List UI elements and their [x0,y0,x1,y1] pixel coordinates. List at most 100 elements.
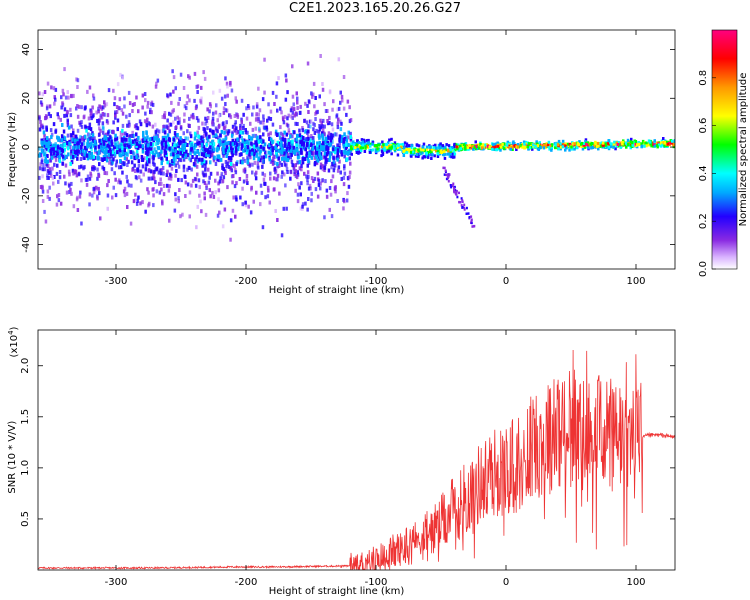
heatmap-cell [347,143,350,147]
colorbar-gradient [712,30,737,269]
heatmap-cell [103,150,106,155]
heatmap-cell [465,206,468,210]
heatmap-cell [92,113,95,118]
heatmap-cell [301,202,305,207]
heatmap-cell [322,131,326,136]
heatmap-cell [610,142,613,146]
heatmap-cell [76,208,80,212]
heatmap-cell [46,81,50,86]
heatmap-cell [212,122,215,127]
heatmap-cell [199,98,202,103]
heatmap-cell [318,127,322,132]
heatmap-cell [169,92,172,97]
heatmap-cell [283,130,286,135]
heatmap-cell [670,141,673,145]
heatmap-cell [508,146,511,149]
heatmap-cell [300,181,303,186]
heatmap-cell [185,101,189,106]
heatmap-cell [261,164,264,169]
heatmap-cell [225,81,229,86]
heatmap-cell [328,115,331,120]
heatmap-cell [179,158,183,163]
heatmap-cell [76,104,79,108]
heatmap-cell [282,206,285,211]
heatmap-cell [286,170,289,174]
heatmap-cell [197,125,201,130]
heatmap-cell [48,196,51,201]
heatmap-cell [200,96,203,101]
heatmap-cell [42,130,46,135]
heatmap-cell [313,123,316,127]
heatmap-cell [164,140,167,145]
heatmap-cell [252,199,255,204]
heatmap-cell [287,139,290,144]
heatmap-cell [204,172,207,177]
heatmap-cell [255,112,258,117]
heatmap-cell [78,194,82,199]
heatmap-cell [72,145,75,150]
heatmap-cell [62,129,66,134]
heatmap-cell [329,136,333,141]
heatmap-cell [287,141,291,146]
heatmap-cell [104,149,108,154]
heatmap-cell [278,191,281,196]
heatmap-cell [217,124,221,129]
heatmap-cell [101,142,104,146]
heatmap-cell [296,150,300,155]
heatmap-cell [186,152,189,157]
heatmap-cell [243,141,246,146]
heatmap-cell [158,190,162,195]
heatmap-cell [339,100,342,105]
heatmap-cell [53,101,56,106]
heatmap-cell [669,139,672,143]
heatmap-cell [536,142,539,146]
heatmap-cell [240,143,244,148]
heatmap-cell [357,141,361,145]
heatmap-cell [223,207,227,212]
heatmap-cell [340,121,343,126]
heatmap-cell [80,145,83,149]
x-tick-label: -200 [235,577,258,588]
heatmap-cell [287,113,290,118]
heatmap-cell [222,110,226,115]
heatmap-cell [116,140,119,145]
heatmap-cell [439,145,443,149]
heatmap-cell [470,219,473,223]
heatmap-cell [310,191,313,196]
heatmap-cell [81,155,85,160]
heatmap-cell [179,214,182,219]
heatmap-cell [338,141,341,146]
heatmap-cell [41,189,45,194]
heatmap-cell [149,141,153,146]
heatmap-cell [298,160,302,165]
heatmap-cell [163,113,166,118]
heatmap-cell [179,72,183,77]
snr-series-group [38,349,675,570]
heatmap-cell [226,93,229,98]
heatmap-cell [172,157,176,162]
heatmap-cell [160,141,164,146]
heatmap-cell [361,140,365,144]
heatmap-cell [240,98,244,103]
heatmap-cell [314,149,318,154]
heatmap-cell [439,142,442,146]
heatmap-cell [264,181,267,186]
heatmap-cell [38,153,41,158]
heatmap-cell [44,116,47,121]
heatmap-cell [325,188,329,193]
heatmap-cell [329,151,332,156]
heatmap-cell [168,162,172,167]
heatmap-cell [576,146,579,150]
heatmap-cell [306,177,309,182]
heatmap-cell [83,106,87,111]
heatmap-cell [127,159,130,164]
heatmap-cell [229,80,232,85]
heatmap-cell [117,105,120,110]
heatmap-cell [468,144,471,147]
heatmap-cell [145,138,148,143]
heatmap-cell [159,171,163,176]
heatmap-cell [367,138,370,142]
heatmap-cell [357,151,360,155]
heatmap-cell [42,137,46,142]
heatmap-cell [136,167,139,172]
